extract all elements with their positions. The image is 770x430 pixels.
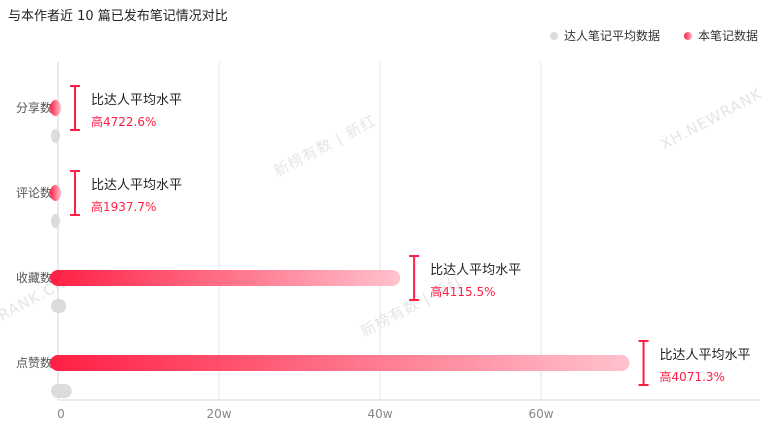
y-category-label: 收藏数 (16, 270, 52, 285)
annotation-text: 比达人平均水平 (91, 178, 182, 193)
annotation-text: 比达人平均水平 (430, 263, 521, 278)
bar-this-note[interactable] (50, 185, 61, 201)
legend-this-note-label: 本笔记数据 (697, 29, 758, 43)
chart-legend: 达人笔记平均数据 本笔记数据 (549, 27, 758, 44)
annotation-value: 高4722.6% (91, 114, 156, 129)
annotation-value: 高4071.3% (660, 369, 725, 384)
bar-this-note[interactable] (50, 100, 61, 116)
annotation-value: 高1937.7% (91, 199, 156, 214)
annotation-text: 比达人平均水平 (91, 93, 182, 108)
y-category-label: 点赞数 (16, 355, 52, 370)
x-tick-label: 0 (57, 407, 65, 421)
bar-this-note[interactable] (50, 355, 630, 371)
y-category-label: 分享数 (16, 100, 52, 115)
annotation-value: 高4115.5% (430, 284, 495, 299)
y-category-label: 评论数 (16, 185, 52, 200)
legend-this-note-marker (683, 31, 692, 40)
legend-item-average[interactable]: 达人笔记平均数据 (549, 27, 660, 44)
bar-average[interactable] (51, 384, 72, 398)
legend-item-this-note[interactable]: 本笔记数据 (683, 27, 758, 44)
legend-average-label: 达人笔记平均数据 (563, 29, 660, 43)
chart-title: 与本作者近 10 篇已发布笔记情况对比 (8, 9, 228, 24)
bar-average[interactable] (51, 129, 60, 143)
legend-average-marker (549, 31, 558, 40)
bar-average[interactable] (51, 299, 67, 313)
x-tick-label: 40w (367, 407, 392, 421)
x-tick-label: 20w (206, 407, 231, 421)
bar-this-note[interactable] (50, 270, 401, 286)
bar-average[interactable] (51, 214, 60, 228)
annotation-text: 比达人平均水平 (660, 348, 751, 363)
x-tick-label: 60w (528, 407, 553, 421)
